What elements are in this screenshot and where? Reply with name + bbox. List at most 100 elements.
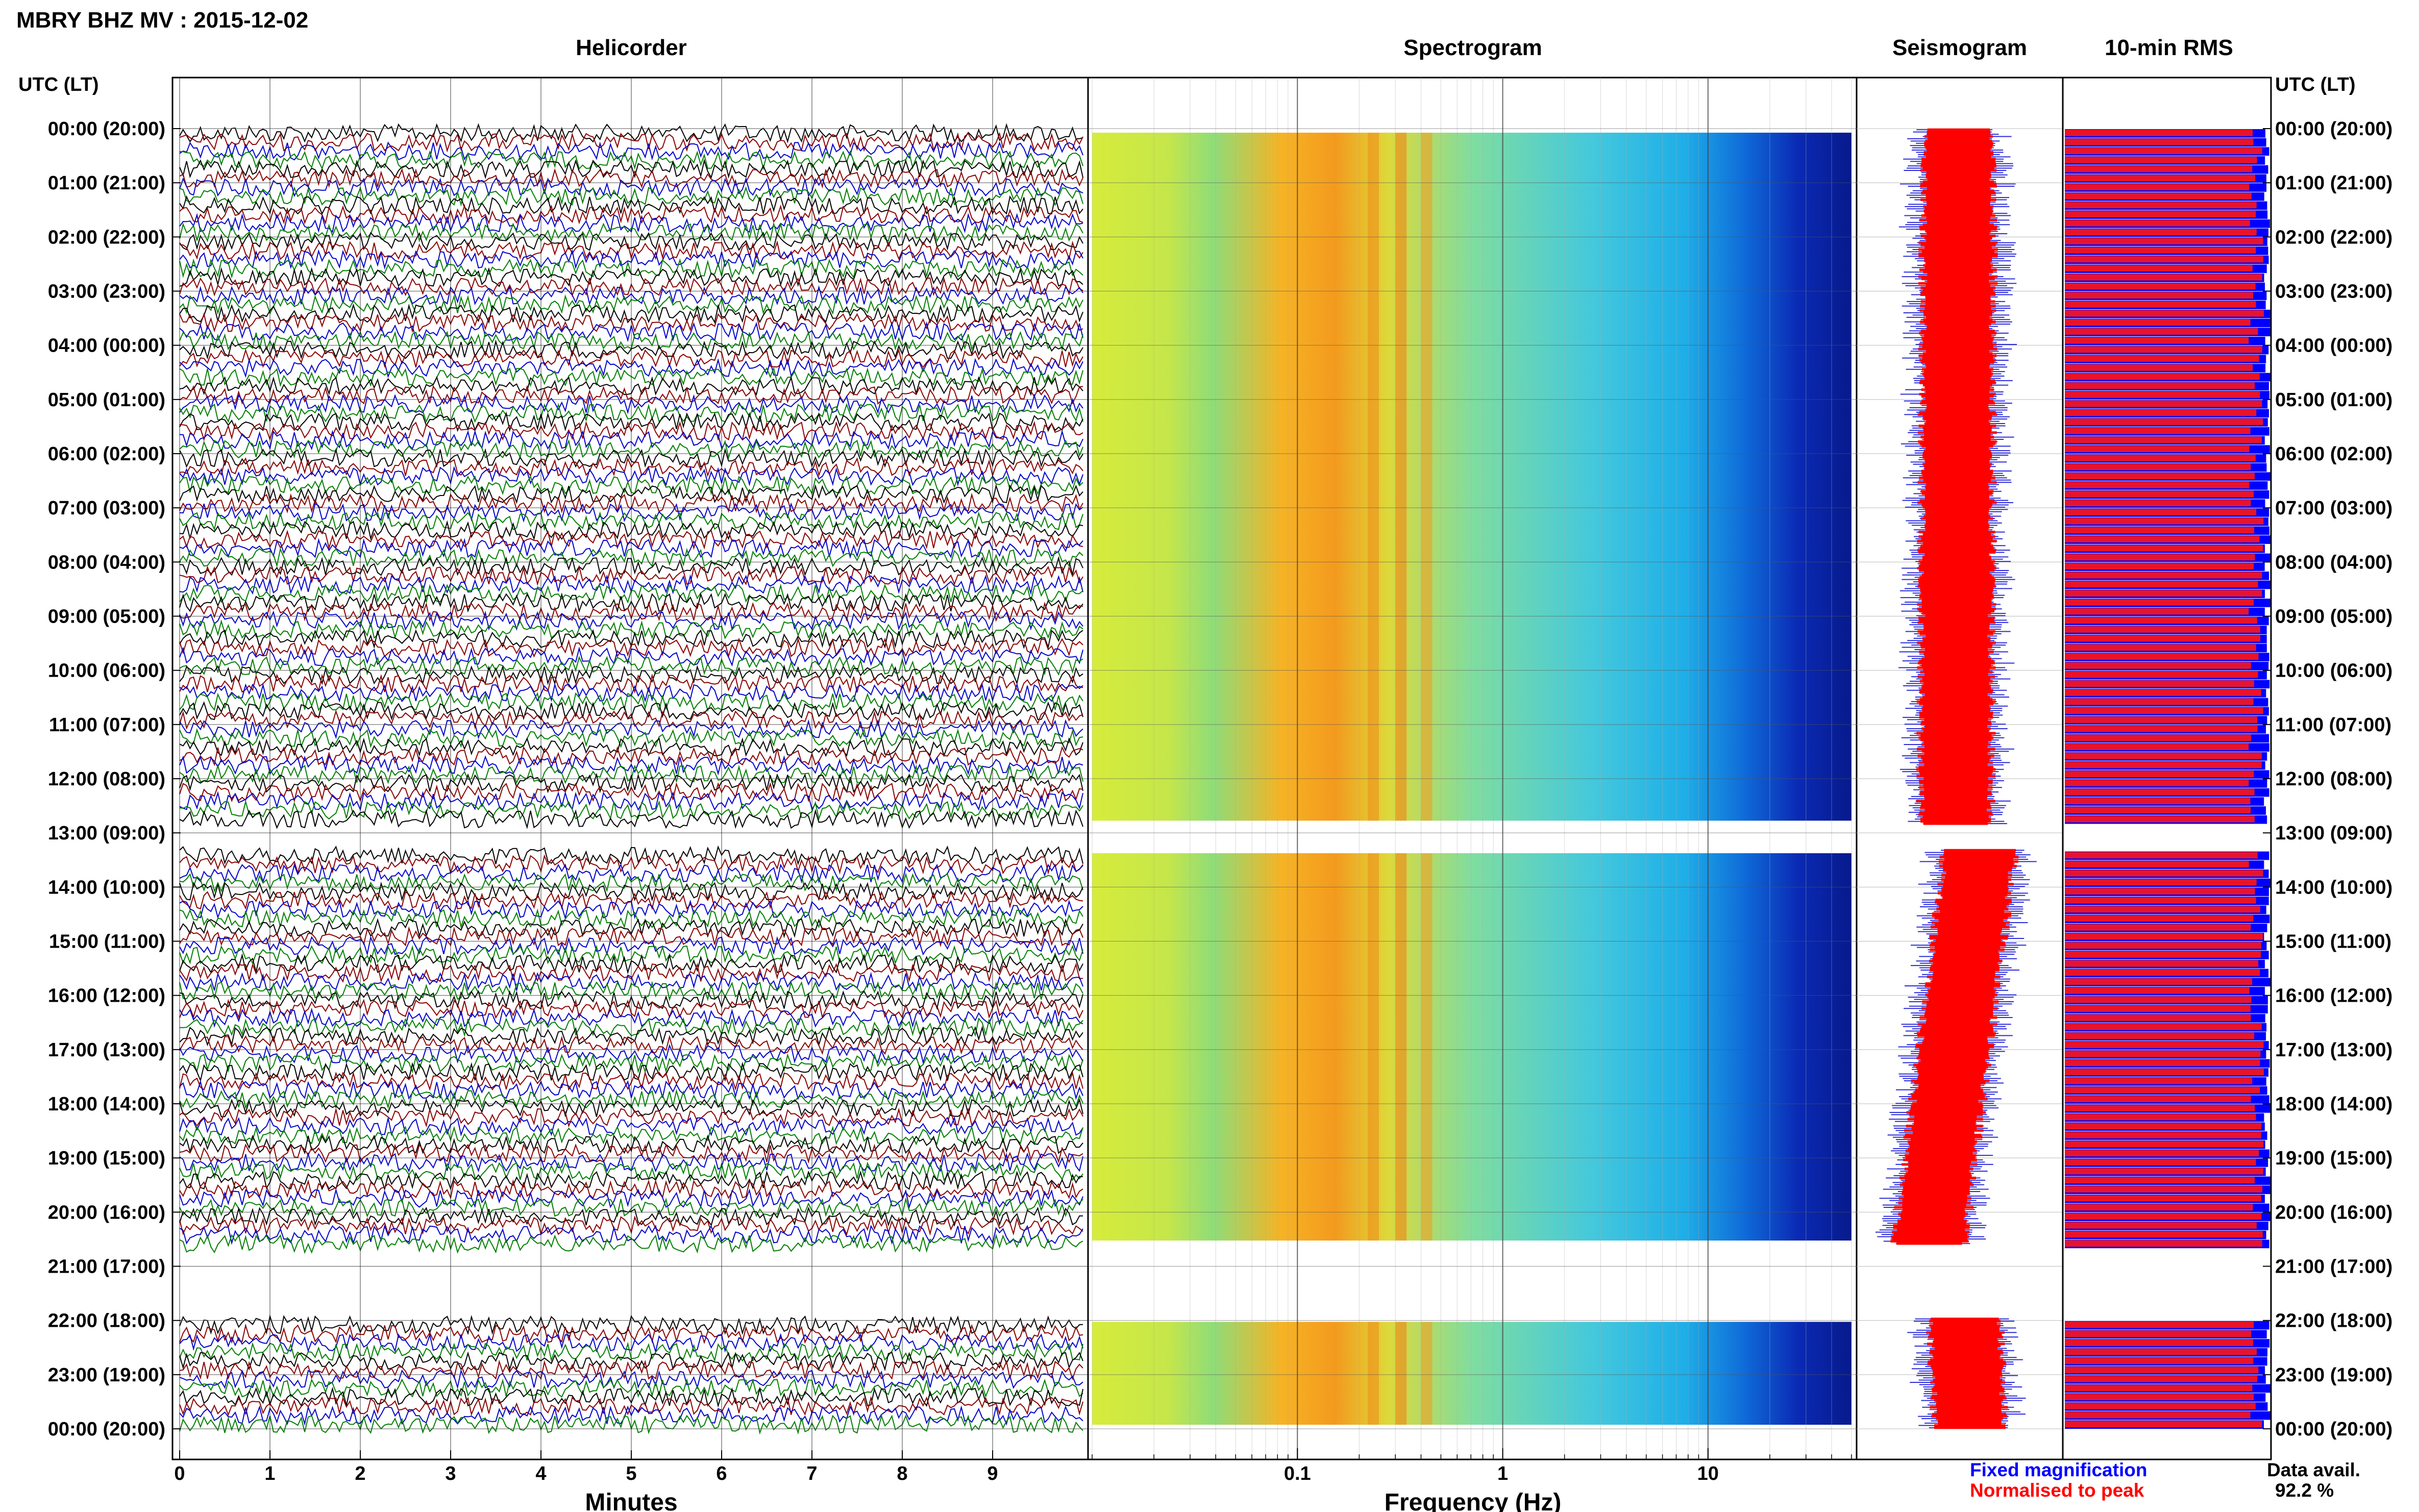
rms-normalised-bar: [2065, 1402, 2256, 1409]
rms-normalised-bar: [2065, 418, 2263, 425]
helicorder-x-tick-label: 6: [716, 1463, 727, 1484]
rms-normalised-bar: [2065, 707, 2263, 714]
rms-normalised-bar: [2065, 798, 2251, 805]
rms-normalised-bar: [2065, 788, 2255, 796]
time-label-right: 13:00 (09:00): [2275, 823, 2392, 844]
spectrogram-x-tick-label: 0.1: [1284, 1463, 1311, 1484]
spectrogram-peak-band: [1368, 1322, 1379, 1425]
time-label-left: 03:00 (23:00): [48, 281, 165, 303]
time-label-right: 16:00 (12:00): [2275, 985, 2392, 1007]
time-axes: 00:00 (20:00) 00:00 (20:00) 01:00 (21:00) 0…: [48, 118, 2393, 1440]
rms-normalised-bar: [2065, 635, 2261, 642]
seismogram-panel: [1856, 77, 2064, 1460]
rms-normalised-bar: [2065, 175, 2255, 182]
rms-normalised-bar: [2065, 554, 2255, 561]
time-label-right: 18:00 (14:00): [2275, 1094, 2392, 1115]
rms-normalised-bar: [2065, 1014, 2251, 1021]
rms-normalised-bar: [2065, 1123, 2262, 1130]
rms-normalised-bar: [2065, 608, 2249, 615]
rms-normalised-bar: [2065, 1222, 2257, 1229]
time-label-right: 19:00 (15:00): [2275, 1148, 2392, 1169]
utc-header-right: UTC (LT): [2275, 74, 2356, 95]
rms-normalised-bar: [2065, 1357, 2254, 1365]
rms-normalised-bar: [2065, 761, 2262, 769]
rms-normalised-bar: [2065, 364, 2253, 371]
time-label-right: 05:00 (01:00): [2275, 389, 2392, 411]
helicorder-panel: [171, 77, 1089, 1460]
spectrogram-peak-band: [1421, 853, 1433, 1241]
rms-normalised-bar: [2065, 933, 2263, 940]
time-label-right: 22:00 (18:00): [2275, 1310, 2392, 1332]
rms-normalised-bar: [2065, 1005, 2251, 1012]
spectrogram-block: [1092, 853, 1852, 1241]
rms-normalised-bar: [2065, 1032, 2255, 1039]
rms-normalised-bar: [2065, 1177, 2255, 1184]
rms-normalised-bar: [2065, 1348, 2257, 1355]
rms-normalised-bar: [2065, 996, 2252, 1003]
time-label-left: 08:00 (04:00): [48, 552, 165, 573]
rms-normalised-bar: [2065, 771, 2254, 777]
rms-normalised-bar: [2065, 1240, 2262, 1247]
rms-normalised-bar: [2065, 328, 2258, 335]
rms-normalised-bar: [2065, 147, 2262, 155]
data-avail-value: 92.2 %: [2275, 1480, 2334, 1501]
helicorder-x-tick-label: 8: [897, 1463, 907, 1484]
rms-normalised-bar: [2065, 391, 2260, 398]
seismogram-title: Seismogram: [1892, 35, 2027, 60]
rms-normalised-bar: [2065, 617, 2257, 624]
rms-normalised-bar: [2065, 752, 2262, 759]
rms-normalised-bar: [2065, 265, 2253, 272]
rms-normalised-bar: [2065, 689, 2261, 696]
rms-normalised-bar: [2065, 1375, 2258, 1382]
time-label-right: 04:00 (00:00): [2275, 335, 2392, 357]
helicorder-x-tick-label: 9: [987, 1463, 998, 1484]
time-label-left: 12:00 (08:00): [48, 769, 165, 790]
time-label-left: 02:00 (22:00): [48, 227, 165, 248]
rms-normalised-bar: [2065, 319, 2251, 326]
time-label-left: 23:00 (19:00): [48, 1365, 165, 1386]
rms-normalised-bar: [2065, 978, 2253, 985]
rms-frame: [2062, 77, 2272, 1460]
rms-normalised-bar: [2065, 626, 2260, 633]
rms-normalised-bar: [2065, 1069, 2264, 1075]
rms-normalised-bar: [2065, 463, 2251, 470]
x-axes: 0 1 2 3 4 5 6 7 8 9 0.1 1 10: [174, 1448, 1852, 1484]
rms-normalised-bar: [2065, 590, 2262, 597]
rms-normalised-bar: [2065, 1042, 2264, 1048]
time-label-right: 21:00 (17:00): [2275, 1256, 2392, 1278]
rms-normalised-bar: [2065, 1023, 2262, 1030]
rms-normalised-bar: [2065, 1059, 2260, 1067]
time-label-left: 06:00 (02:00): [48, 443, 165, 465]
rms-normalised-bar: [2065, 527, 2255, 534]
time-label-left: 19:00 (15:00): [48, 1148, 165, 1169]
rms-normalised-bar: [2065, 283, 2256, 290]
rms-normalised-bar: [2065, 1384, 2253, 1392]
rms-normalised-bar: [2065, 716, 2258, 723]
spectrogram-peak-band: [1368, 853, 1379, 1241]
rms-normalised-bar: [2065, 1096, 2251, 1102]
rms-normalised-bar: [2065, 1113, 2256, 1121]
rms-normalised-bar: [2065, 1086, 2260, 1094]
time-label-left: 14:00 (10:00): [48, 877, 165, 898]
rms-normalised-bar: [2065, 436, 2262, 443]
rms-normalised-bar: [2065, 138, 2254, 145]
rms-normalised-bar: [2065, 1141, 2264, 1148]
time-label-left: 05:00 (01:00): [48, 389, 165, 411]
rms-normalised-bar: [2065, 861, 2249, 867]
rms-normalised-bar: [2065, 157, 2257, 163]
rms-normalised-bar: [2065, 544, 2263, 552]
helicorder-x-tick-label: 0: [174, 1463, 185, 1484]
time-label-right: 14:00 (10:00): [2275, 877, 2392, 898]
time-label-left: 17:00 (13:00): [48, 1039, 165, 1061]
rms-title: 10-min RMS: [2105, 35, 2233, 60]
time-label-left: 01:00 (21:00): [48, 172, 165, 194]
rms-normalised-bar: [2065, 337, 2249, 344]
rms-normalised-bar: [2065, 807, 2251, 813]
spectrogram-peak-band: [1421, 133, 1433, 821]
rms-normalised-bar: [2065, 355, 2259, 362]
helicorder-x-tick-label: 3: [445, 1463, 456, 1484]
spectrogram-x-label: Frequency (Hz): [1385, 1489, 1562, 1512]
rms-normalised-bar: [2065, 500, 2251, 507]
rms-normalised-bar: [2065, 274, 2262, 281]
